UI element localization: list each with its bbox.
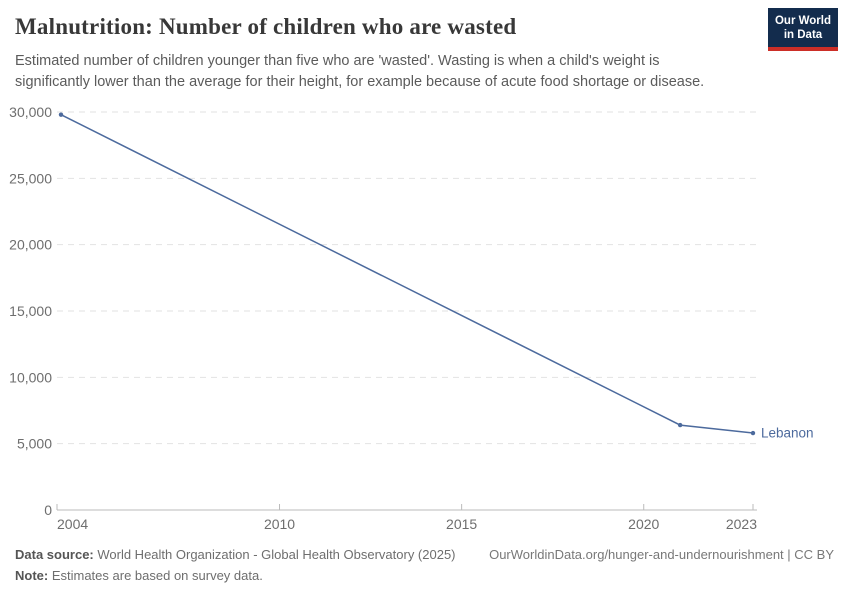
chart-subtitle-line2: significantly lower than the average for… [15,74,705,90]
y-axis-label-30000: 30,000 [9,104,52,120]
owid-url-license[interactable]: OurWorldinData.org/hunger-and-undernouri… [489,547,834,562]
series-line-lebanon[interactable] [60,113,754,434]
data-source-label: Data source: [15,547,94,562]
y-axis-label-20000: 20,000 [9,237,52,253]
x-axis-label-2020: 2020 [628,516,659,532]
y-axis-label-10000: 10,000 [9,369,52,385]
x-axis-label-2015: 2015 [446,516,477,532]
owid-logo-line1: Our World [774,15,831,27]
y-axis-label-15000: 15,000 [9,303,52,319]
data-source-text: Data source: World Health Organization -… [15,547,456,562]
chart-subtitle: Estimated number of children younger tha… [15,51,704,93]
data-point-lebanon-2023[interactable] [750,430,756,436]
x-axis-label-2023: 2023 [726,516,757,532]
x-axis-label-2010: 2010 [264,516,295,532]
chart-subtitle-line1: Estimated number of children younger tha… [15,53,660,69]
y-axis-label-5000: 5,000 [17,436,52,452]
owid-logo-line2: in Data [783,29,823,41]
data-point-lebanon-2004[interactable] [58,112,64,117]
note-text: Note: Estimates are based on survey data… [15,568,263,583]
x-axis-label-2004: 2004 [57,516,88,532]
data-point-lebanon-2021[interactable] [677,422,683,428]
y-axis-label-0: 0 [44,502,52,518]
y-axis-label-25000: 25,000 [9,170,52,186]
series-end-label-lebanon[interactable]: Lebanon [761,426,814,441]
owid-logo[interactable]: Our World in Data [768,8,838,51]
page-title: Malnutrition: Number of children who are… [15,14,517,39]
note-label: Note: [15,568,49,583]
